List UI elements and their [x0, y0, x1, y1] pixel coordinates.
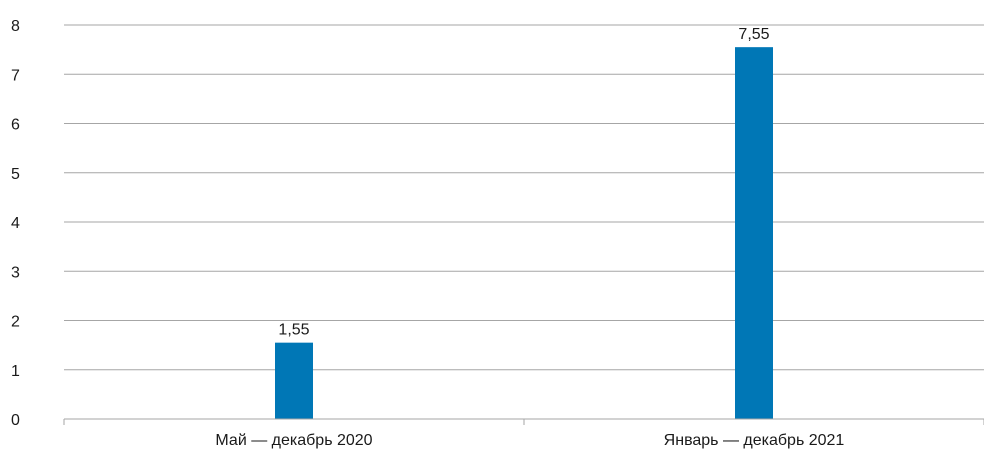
bar-2 [735, 47, 773, 419]
y-tick-label: 4 [11, 215, 20, 232]
y-tick-label: 8 [11, 18, 20, 35]
data-label-1: 1,55 [278, 322, 309, 339]
y-tick-label: 6 [11, 117, 20, 134]
bar-1 [275, 342, 313, 419]
x-category-label: Январь — декабрь 2021 [664, 432, 845, 449]
data-labels: 1,55 7,55 [278, 26, 769, 339]
x-category-label: Май — декабрь 2020 [215, 432, 372, 449]
y-tick-label: 3 [11, 264, 20, 281]
bars [275, 47, 773, 419]
y-tick-label: 5 [11, 166, 20, 183]
data-label-2: 7,55 [738, 26, 769, 43]
y-tick-label: 2 [11, 314, 20, 331]
x-axis: Май — декабрь 2020 Январь — декабрь 2021 [63, 418, 984, 449]
gridlines [64, 24, 984, 371]
y-tick-label: 0 [11, 412, 20, 429]
y-axis-ticks: 0 1 2 3 4 5 6 7 8 [11, 18, 20, 429]
y-tick-label: 7 [11, 67, 20, 84]
y-tick-label: 1 [11, 363, 20, 380]
